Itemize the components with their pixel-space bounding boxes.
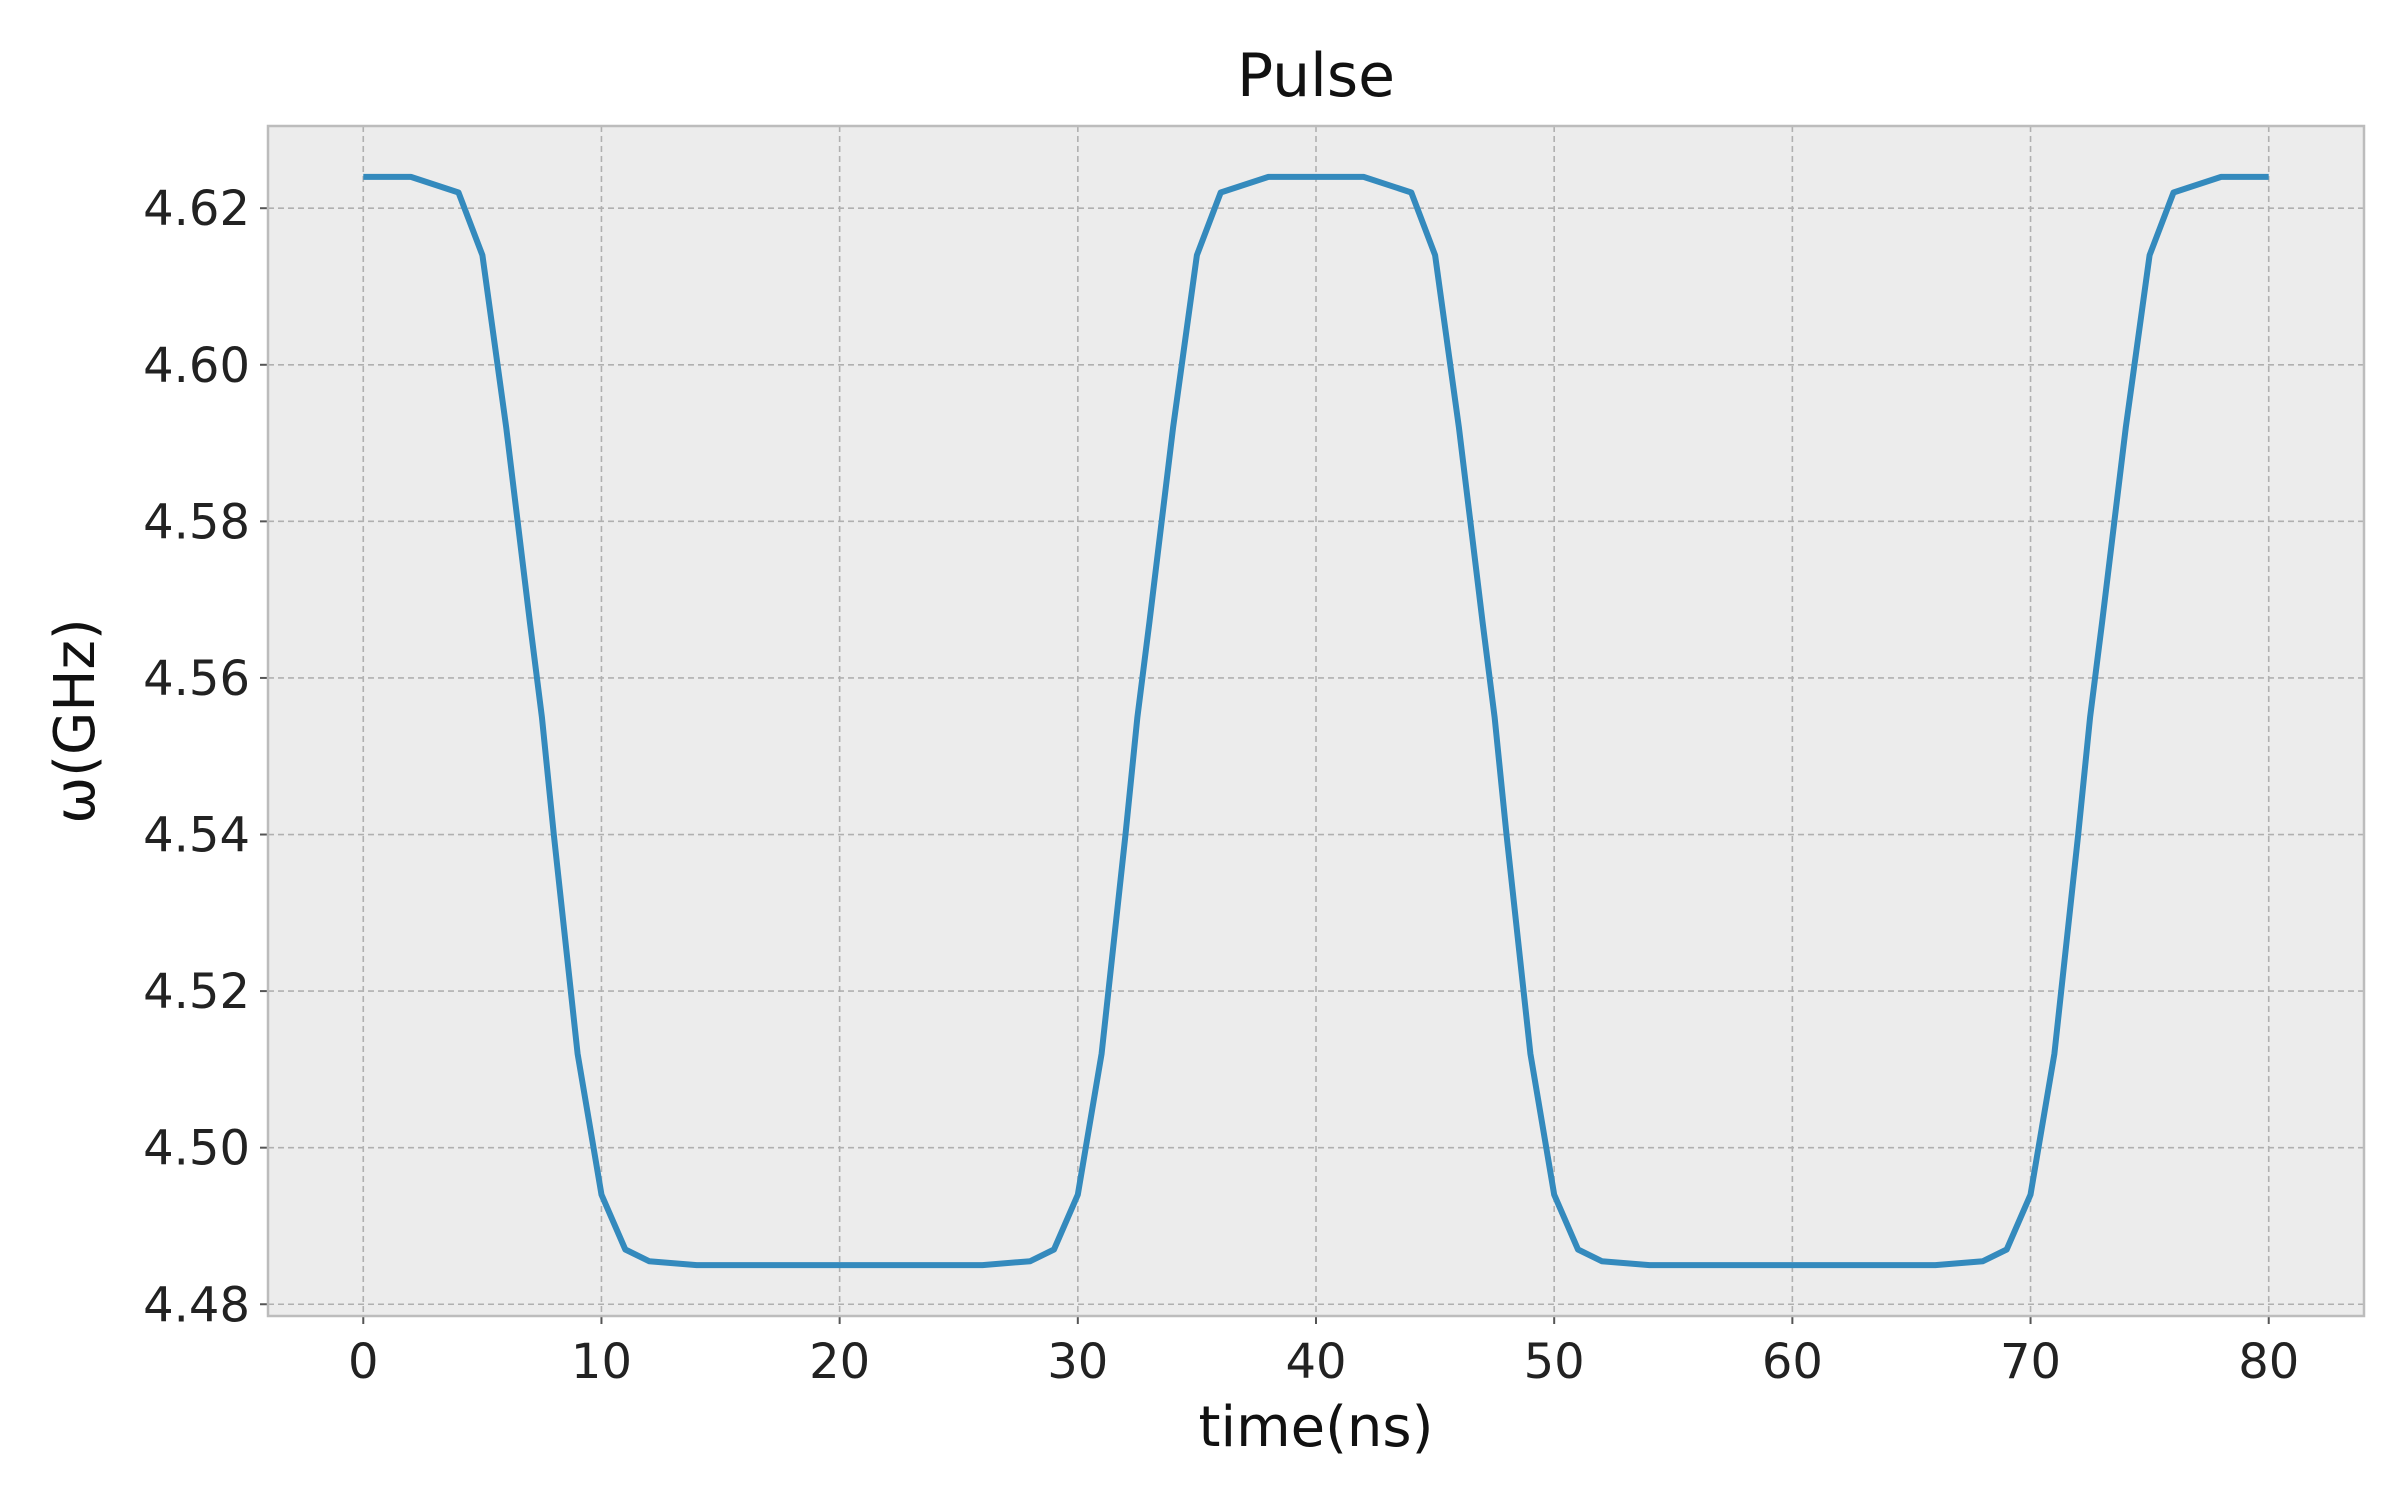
y-tick-label: 4.62: [143, 181, 250, 237]
x-tick-label: 60: [1762, 1334, 1823, 1390]
y-axis-title: ω(GHz): [43, 618, 108, 824]
series-layer: [363, 173, 2269, 1269]
ticks: 0 10 20 30 40 50 60 70 80 4.48 4.50 4.52 4.54 4.56 4.5…: [143, 181, 2299, 1390]
y-tick-label: 4.54: [143, 808, 250, 864]
x-tick-label: 20: [809, 1334, 870, 1390]
x-tick-label: 30: [1047, 1334, 1108, 1390]
y-tick-label: 4.60: [143, 338, 250, 394]
y-tick-label: 4.50: [143, 1121, 250, 1177]
x-tick-label: 10: [571, 1334, 632, 1390]
series-line: [363, 173, 2269, 1269]
x-tick-label: 50: [1524, 1334, 1585, 1390]
x-tick-label: 70: [2000, 1334, 2061, 1390]
x-axis-title: time(ns): [1199, 1395, 1434, 1460]
x-tick-label: 40: [1285, 1334, 1346, 1390]
chart-title: Pulse: [1237, 41, 1395, 111]
y-tick-label: 4.48: [143, 1277, 250, 1333]
x-tick-label: 0: [348, 1334, 379, 1390]
plot-frame: [266, 124, 2366, 1318]
y-tick-label: 4.58: [143, 494, 250, 550]
y-tick-label: 4.56: [143, 651, 250, 707]
x-tick-label: 80: [2238, 1334, 2299, 1390]
y-tick-label: 4.52: [143, 964, 250, 1020]
grid: [268, 126, 2364, 1316]
